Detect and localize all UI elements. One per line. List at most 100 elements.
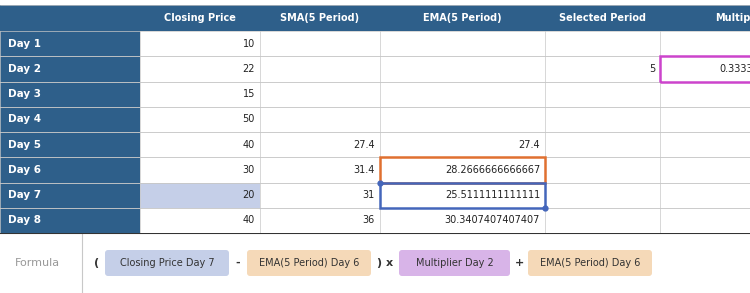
Bar (545, 56, 660, 81)
Text: 30: 30 (243, 165, 255, 175)
Bar (380, 183, 545, 208)
Bar (260, 183, 380, 208)
Text: 31.4: 31.4 (354, 165, 375, 175)
Bar (140, 107, 260, 132)
Bar (140, 183, 260, 208)
Bar (380, 183, 545, 208)
Bar (380, 132, 545, 157)
Bar (260, 157, 380, 183)
Bar (545, 208, 660, 233)
Bar (660, 56, 750, 81)
Bar (380, 157, 545, 183)
Text: 22: 22 (242, 64, 255, 74)
Bar (660, 132, 750, 157)
Text: 0.333333333333333: 0.333333333333333 (719, 64, 750, 74)
Text: 5: 5 (649, 64, 655, 74)
Text: 15: 15 (243, 89, 255, 99)
Text: 25.5111111111111: 25.5111111111111 (445, 190, 540, 200)
Bar (545, 157, 660, 183)
Bar (260, 107, 380, 132)
Text: -: - (236, 258, 240, 268)
Bar (0, 56, 140, 81)
Bar (0, 208, 140, 233)
Bar (380, 107, 545, 132)
Text: 40: 40 (243, 140, 255, 150)
Text: EMA(5 Period): EMA(5 Period) (423, 13, 502, 23)
Bar (0, 5, 140, 31)
Bar (660, 56, 750, 81)
Text: Day 8: Day 8 (8, 215, 41, 225)
Text: Formula: Formula (15, 258, 60, 268)
Bar (260, 81, 380, 107)
Bar (660, 183, 750, 208)
Bar (140, 81, 260, 107)
Text: EMA(5 Period) Day 6: EMA(5 Period) Day 6 (540, 258, 640, 268)
Bar (660, 31, 750, 56)
Text: Selected Period: Selected Period (559, 13, 646, 23)
Text: 31: 31 (363, 190, 375, 200)
Bar (0, 81, 140, 107)
Text: Day 2: Day 2 (8, 64, 41, 74)
Bar (0, 183, 140, 208)
Text: 30.3407407407407: 30.3407407407407 (445, 215, 540, 225)
Bar (140, 5, 260, 31)
Text: Day 3: Day 3 (8, 89, 41, 99)
Bar (545, 5, 660, 31)
Text: Multiplier: Multiplier (716, 13, 750, 23)
Text: Day 1: Day 1 (8, 39, 41, 49)
Text: 27.4: 27.4 (353, 140, 375, 150)
FancyBboxPatch shape (105, 250, 229, 276)
Text: ) x: ) x (377, 258, 393, 268)
Text: Day 6: Day 6 (8, 165, 41, 175)
Bar (545, 132, 660, 157)
Text: Closing Price Day 7: Closing Price Day 7 (120, 258, 214, 268)
Text: (: ( (94, 258, 100, 268)
Bar (380, 56, 545, 81)
Bar (380, 157, 545, 183)
Bar (0, 31, 140, 56)
FancyBboxPatch shape (528, 250, 652, 276)
Bar (260, 208, 380, 233)
Text: Day 4: Day 4 (8, 114, 41, 124)
Bar (660, 107, 750, 132)
Text: Multiplier Day 2: Multiplier Day 2 (416, 258, 494, 268)
Bar (140, 132, 260, 157)
Text: 10: 10 (243, 39, 255, 49)
Bar (660, 157, 750, 183)
Bar (260, 5, 380, 31)
Bar (0, 107, 140, 132)
Bar (660, 208, 750, 233)
Text: SMA(5 Period): SMA(5 Period) (280, 13, 359, 23)
FancyBboxPatch shape (399, 250, 510, 276)
Text: +: + (514, 258, 523, 268)
Bar (140, 208, 260, 233)
Bar (380, 31, 545, 56)
Bar (545, 107, 660, 132)
Bar (140, 157, 260, 183)
FancyBboxPatch shape (247, 250, 371, 276)
Bar (660, 5, 750, 31)
Text: Closing Price: Closing Price (164, 13, 236, 23)
Text: 40: 40 (243, 215, 255, 225)
Bar (0, 157, 140, 183)
Bar (260, 56, 380, 81)
Text: 20: 20 (243, 190, 255, 200)
Text: 28.2666666666667: 28.2666666666667 (445, 165, 540, 175)
Bar (545, 183, 660, 208)
Bar (0, 132, 140, 157)
Bar (140, 31, 260, 56)
Bar (260, 132, 380, 157)
Bar (545, 81, 660, 107)
Text: 36: 36 (363, 215, 375, 225)
Text: Day 7: Day 7 (8, 190, 41, 200)
Bar (660, 81, 750, 107)
Bar (140, 56, 260, 81)
Text: Day 5: Day 5 (8, 140, 41, 150)
Text: EMA(5 Period) Day 6: EMA(5 Period) Day 6 (259, 258, 359, 268)
Text: 50: 50 (243, 114, 255, 124)
Bar (545, 31, 660, 56)
Bar (380, 81, 545, 107)
Text: 27.4: 27.4 (518, 140, 540, 150)
Bar (380, 5, 545, 31)
Bar (260, 31, 380, 56)
